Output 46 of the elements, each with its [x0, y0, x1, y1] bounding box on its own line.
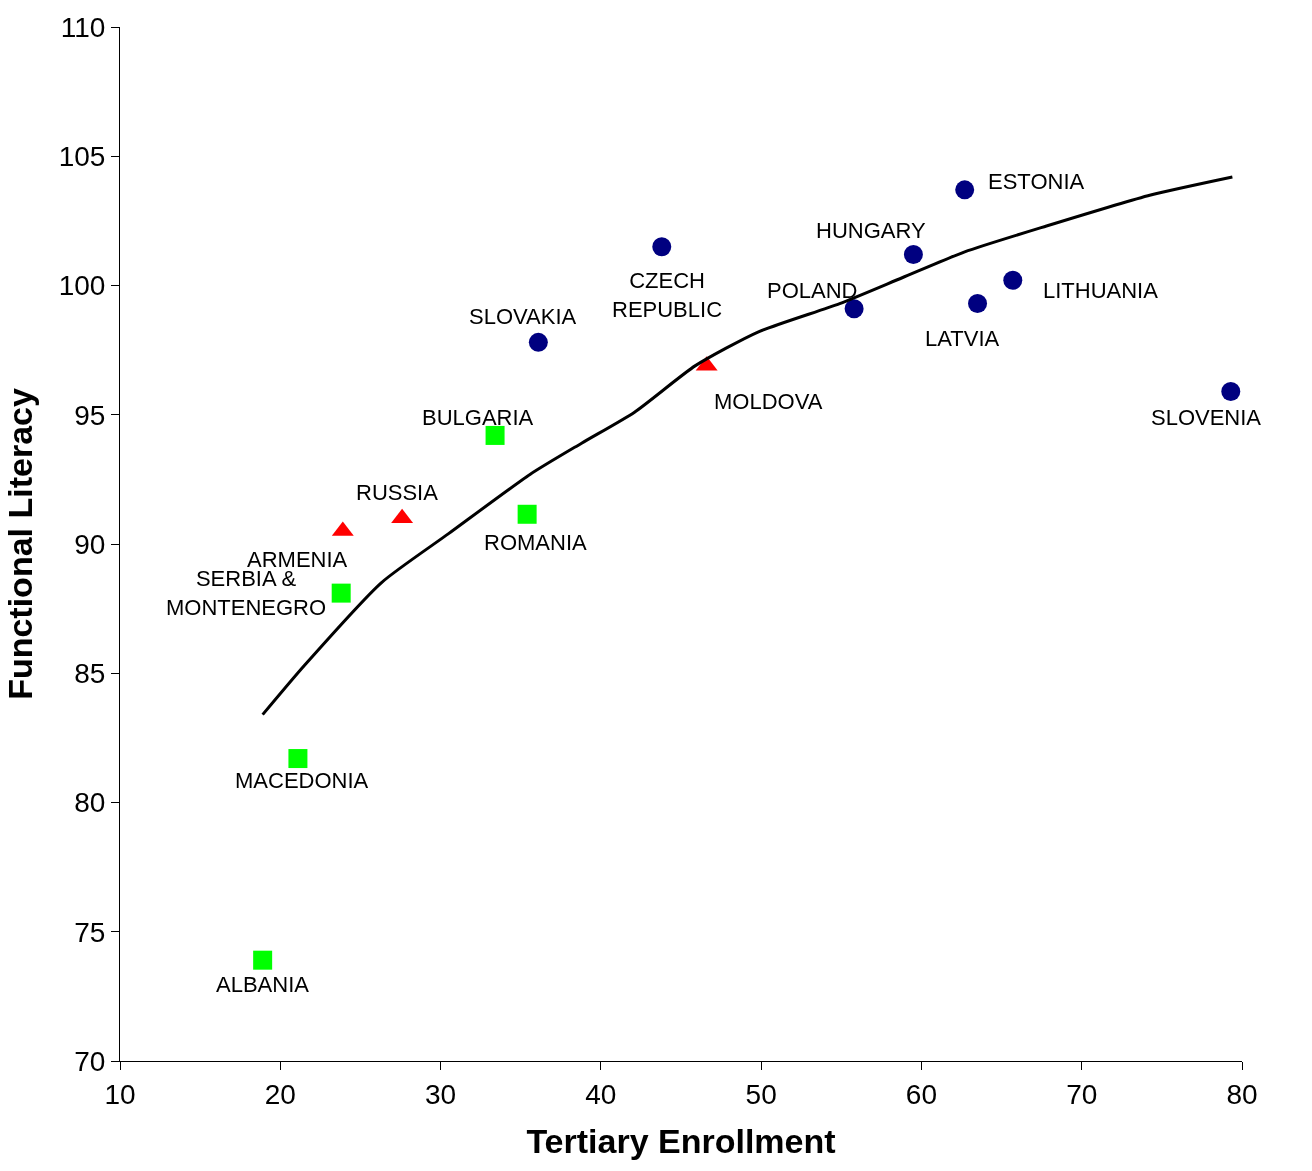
point: [253, 950, 273, 970]
point: [331, 583, 351, 603]
point: [844, 299, 864, 319]
x-tick-label: 60: [905, 1078, 938, 1110]
point: [1221, 381, 1241, 401]
point: [652, 237, 672, 257]
annotation: MOLDOVA: [714, 389, 823, 414]
point: [288, 749, 308, 769]
annotation: BULGARIA: [422, 405, 534, 430]
y-tick-label: 85: [74, 658, 106, 690]
annotation: CZECH REPUBLIC: [612, 268, 723, 322]
y-tick-label: 105: [58, 141, 106, 173]
x-tick-label: 20: [264, 1078, 296, 1110]
annotation: ROMANIA: [484, 530, 587, 555]
x-tick-label: 40: [585, 1078, 617, 1110]
annotation: LITHUANIA: [1043, 278, 1159, 303]
point: [968, 294, 988, 314]
annotation: SLOVENIA: [1151, 405, 1262, 430]
x-tick-label: 70: [1066, 1078, 1098, 1110]
y-tick-label: 110: [60, 11, 106, 43]
y-tick-label: 80: [74, 787, 106, 819]
y-tick-label: 90: [74, 528, 106, 560]
point: [955, 180, 975, 200]
point: [517, 504, 537, 524]
y-axis-title: Functional Literacy: [1, 388, 40, 700]
annotation: SLOVAKIA: [469, 304, 577, 329]
x-axis-title: Tertiary Enrollment: [526, 1121, 836, 1160]
point: [1003, 270, 1023, 290]
x-tick-label: 50: [745, 1078, 777, 1110]
y-tick-label: 75: [74, 916, 106, 948]
y-tick-label: 100: [58, 270, 106, 302]
x-tick-label: 10: [104, 1078, 136, 1110]
annotation: ALBANIA: [216, 972, 310, 997]
y-tick-label: 70: [74, 1045, 106, 1077]
annotation: POLAND: [767, 278, 858, 303]
y-tick-label: 95: [74, 399, 106, 431]
point: [528, 332, 548, 352]
annotation: RUSSIA: [356, 480, 439, 505]
annotation: MACEDONIA: [235, 768, 369, 793]
annotation: HUNGARY: [816, 218, 926, 243]
point: [903, 244, 923, 264]
annotation: LATVIA: [925, 326, 1000, 351]
x-tick-label: 30: [424, 1078, 457, 1110]
point: [485, 425, 505, 445]
annotation: ESTONIA: [988, 169, 1085, 194]
x-tick-label: 80: [1226, 1078, 1258, 1110]
